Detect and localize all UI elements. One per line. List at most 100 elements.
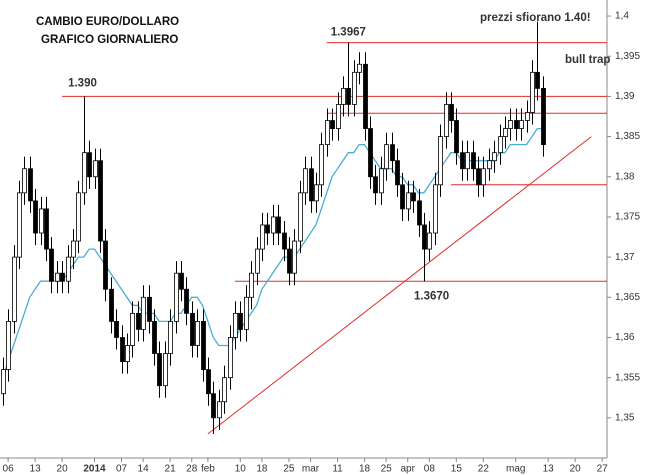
candle-body bbox=[71, 240, 76, 258]
candle-body bbox=[66, 256, 71, 282]
y-tick-label: 1,39 bbox=[615, 91, 635, 102]
candle-body bbox=[341, 87, 346, 105]
y-tick-label: 1,38 bbox=[615, 171, 635, 182]
trend-line bbox=[207, 136, 592, 435]
candle-body bbox=[136, 312, 141, 330]
candle-body bbox=[471, 152, 476, 170]
x-tick-label: 08 bbox=[424, 464, 436, 475]
x-tick-label: 18 bbox=[256, 464, 268, 475]
x-tick-label: 13 bbox=[543, 464, 555, 475]
candle-body bbox=[179, 272, 184, 290]
candle-body bbox=[195, 321, 200, 346]
candle-body bbox=[303, 168, 308, 194]
candle-body bbox=[76, 192, 81, 242]
candle-body bbox=[190, 312, 195, 346]
candle-body bbox=[244, 296, 249, 330]
candle-body bbox=[44, 208, 49, 250]
candle-body bbox=[379, 168, 384, 194]
candle-body bbox=[168, 321, 173, 354]
candle-body bbox=[314, 184, 319, 202]
candle-body bbox=[6, 321, 11, 371]
candle-body bbox=[201, 321, 206, 371]
x-tick-label: 21 bbox=[165, 464, 177, 475]
candle-body bbox=[309, 168, 314, 202]
y-tick-label: 1,36 bbox=[615, 332, 635, 343]
x-tick-label: 11 bbox=[332, 464, 343, 475]
x-tick-label: 06 bbox=[3, 464, 15, 475]
candle-body bbox=[163, 353, 168, 387]
candle-body bbox=[373, 176, 378, 194]
y-tick-label: 1,35 bbox=[615, 412, 635, 423]
candle-body bbox=[82, 152, 87, 194]
candle-body bbox=[503, 128, 508, 137]
candle-body bbox=[33, 200, 38, 234]
x-tick-label: 22 bbox=[478, 464, 490, 475]
candle-body bbox=[147, 296, 152, 322]
candle-body bbox=[260, 224, 265, 250]
candle-body bbox=[292, 240, 297, 274]
candle-body bbox=[276, 216, 281, 234]
candle-body bbox=[120, 337, 125, 362]
x-tick-label: 14 bbox=[138, 464, 150, 475]
candle-body bbox=[60, 272, 65, 282]
candle-body bbox=[481, 168, 486, 186]
candle-body bbox=[508, 120, 513, 129]
candle-body bbox=[530, 71, 535, 113]
x-tick-label: 25 bbox=[381, 464, 393, 475]
moving-average bbox=[2, 127, 543, 378]
y-tick-label: 1,355 bbox=[615, 372, 640, 383]
candle-body bbox=[336, 104, 341, 129]
candle-body bbox=[487, 160, 492, 170]
candle-body bbox=[141, 296, 146, 330]
y-tick-label: 1,385 bbox=[615, 131, 640, 142]
candle-body bbox=[255, 248, 260, 274]
x-tick-label: 27 bbox=[597, 464, 609, 475]
candle-body bbox=[49, 248, 54, 282]
candle-body bbox=[449, 104, 454, 121]
level-label: 1.390 bbox=[68, 77, 97, 89]
y-tick-label: 1,4 bbox=[615, 11, 629, 22]
candle-body bbox=[12, 256, 17, 322]
candle-body bbox=[454, 120, 459, 154]
candle-body bbox=[417, 200, 422, 226]
candle-body bbox=[406, 192, 411, 210]
candle-body bbox=[174, 272, 179, 322]
candle-body bbox=[282, 232, 287, 250]
candle-body bbox=[352, 71, 357, 105]
level-label: 1.3670 bbox=[414, 290, 449, 302]
candle-body bbox=[390, 144, 395, 162]
x-tick-label: 15 bbox=[451, 464, 463, 475]
candle-body bbox=[103, 240, 108, 290]
candle-body bbox=[271, 216, 276, 234]
candle-body bbox=[211, 393, 216, 419]
x-tick-label: 10 bbox=[235, 464, 247, 475]
candle-body bbox=[206, 369, 211, 395]
candle-body bbox=[541, 87, 546, 146]
candle-body bbox=[346, 87, 351, 105]
x-tick-label: 18 bbox=[359, 464, 371, 475]
candle-body bbox=[400, 184, 405, 210]
candle-body bbox=[395, 160, 400, 186]
candle-body bbox=[28, 168, 33, 202]
candle-body bbox=[130, 312, 135, 346]
annotation: prezzi sfiorano 1.40! bbox=[480, 12, 591, 24]
candle-body bbox=[125, 345, 130, 362]
x-tick-label: mag bbox=[506, 464, 525, 475]
candle-body bbox=[535, 71, 540, 89]
candle-body bbox=[22, 168, 27, 194]
x-tick-label: apr bbox=[401, 464, 416, 475]
candle-body bbox=[422, 224, 427, 250]
x-tick-label: 20 bbox=[57, 464, 69, 475]
candle-body bbox=[525, 112, 530, 121]
y-tick-label: 1,365 bbox=[615, 292, 640, 303]
candle-body bbox=[55, 272, 60, 282]
x-tick-label: 2014 bbox=[83, 464, 106, 475]
candle-body bbox=[384, 144, 389, 170]
candle-body bbox=[109, 288, 114, 322]
y-tick-label: 1,395 bbox=[615, 51, 640, 62]
x-tick-label: 20 bbox=[570, 464, 582, 475]
y-tick-label: 1,375 bbox=[615, 212, 640, 223]
candle-body bbox=[184, 288, 189, 314]
candle-body bbox=[433, 184, 438, 234]
